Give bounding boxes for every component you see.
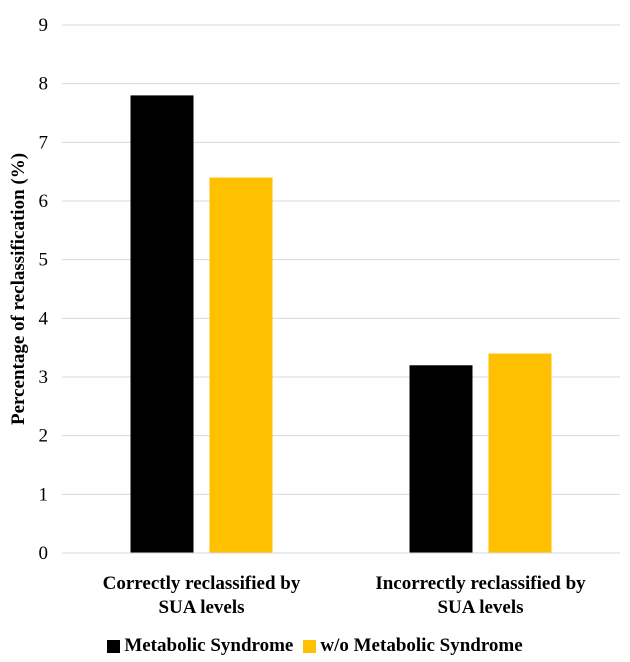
bar-series0-cat0 xyxy=(130,95,194,554)
legend-label-without-metabolic-syndrome: w/o Metabolic Syndrome xyxy=(320,635,523,656)
legend-item-without-metabolic-syndrome: w/o Metabolic Syndrome xyxy=(303,635,523,657)
y-axis-ticks: 0 1 2 3 4 5 6 7 8 9 xyxy=(39,15,49,564)
y-tick-label-9: 9 xyxy=(39,15,49,36)
x-axis-categories: Correctly reclassified by SUA levels Incor… xyxy=(103,573,587,618)
category-label-0-line0: Correctly reclassified by xyxy=(103,573,301,594)
y-tick-label-3: 3 xyxy=(39,367,49,388)
legend-label-metabolic-syndrome: Metabolic Syndrome xyxy=(124,635,294,656)
y-tick-label-5: 5 xyxy=(39,250,49,271)
y-tick-label-4: 4 xyxy=(39,308,49,329)
legend-item-metabolic-syndrome: Metabolic Syndrome xyxy=(107,635,293,657)
y-axis-label: Percentage of reclassification (%) xyxy=(8,153,29,425)
legend: Metabolic Syndrome w/o Metabolic Syndrom… xyxy=(0,632,630,660)
y-tick-label-8: 8 xyxy=(39,74,49,95)
y-tick-label-7: 7 xyxy=(39,132,49,153)
bar-series0-cat1 xyxy=(409,365,473,553)
y-tick-label-1: 1 xyxy=(39,484,49,505)
y-tick-label-0: 0 xyxy=(39,543,49,564)
category-label-1-line0: Incorrectly reclassified by xyxy=(375,573,586,594)
bar-chart: 0 1 2 3 4 5 6 7 8 9 Correctly reclassified by SUA … xyxy=(8,15,620,618)
bar-series1-cat1 xyxy=(488,353,552,553)
category-label-0-line1: SUA levels xyxy=(158,597,244,618)
legend-swatch-without-metabolic-syndrome xyxy=(303,639,317,653)
y-tick-label-2: 2 xyxy=(39,426,49,447)
legend-swatch-metabolic-syndrome xyxy=(107,639,121,653)
y-tick-label-6: 6 xyxy=(39,191,49,212)
bar-series1-cat0 xyxy=(209,177,273,554)
category-label-1-line1: SUA levels xyxy=(437,597,523,618)
bars xyxy=(130,95,552,554)
